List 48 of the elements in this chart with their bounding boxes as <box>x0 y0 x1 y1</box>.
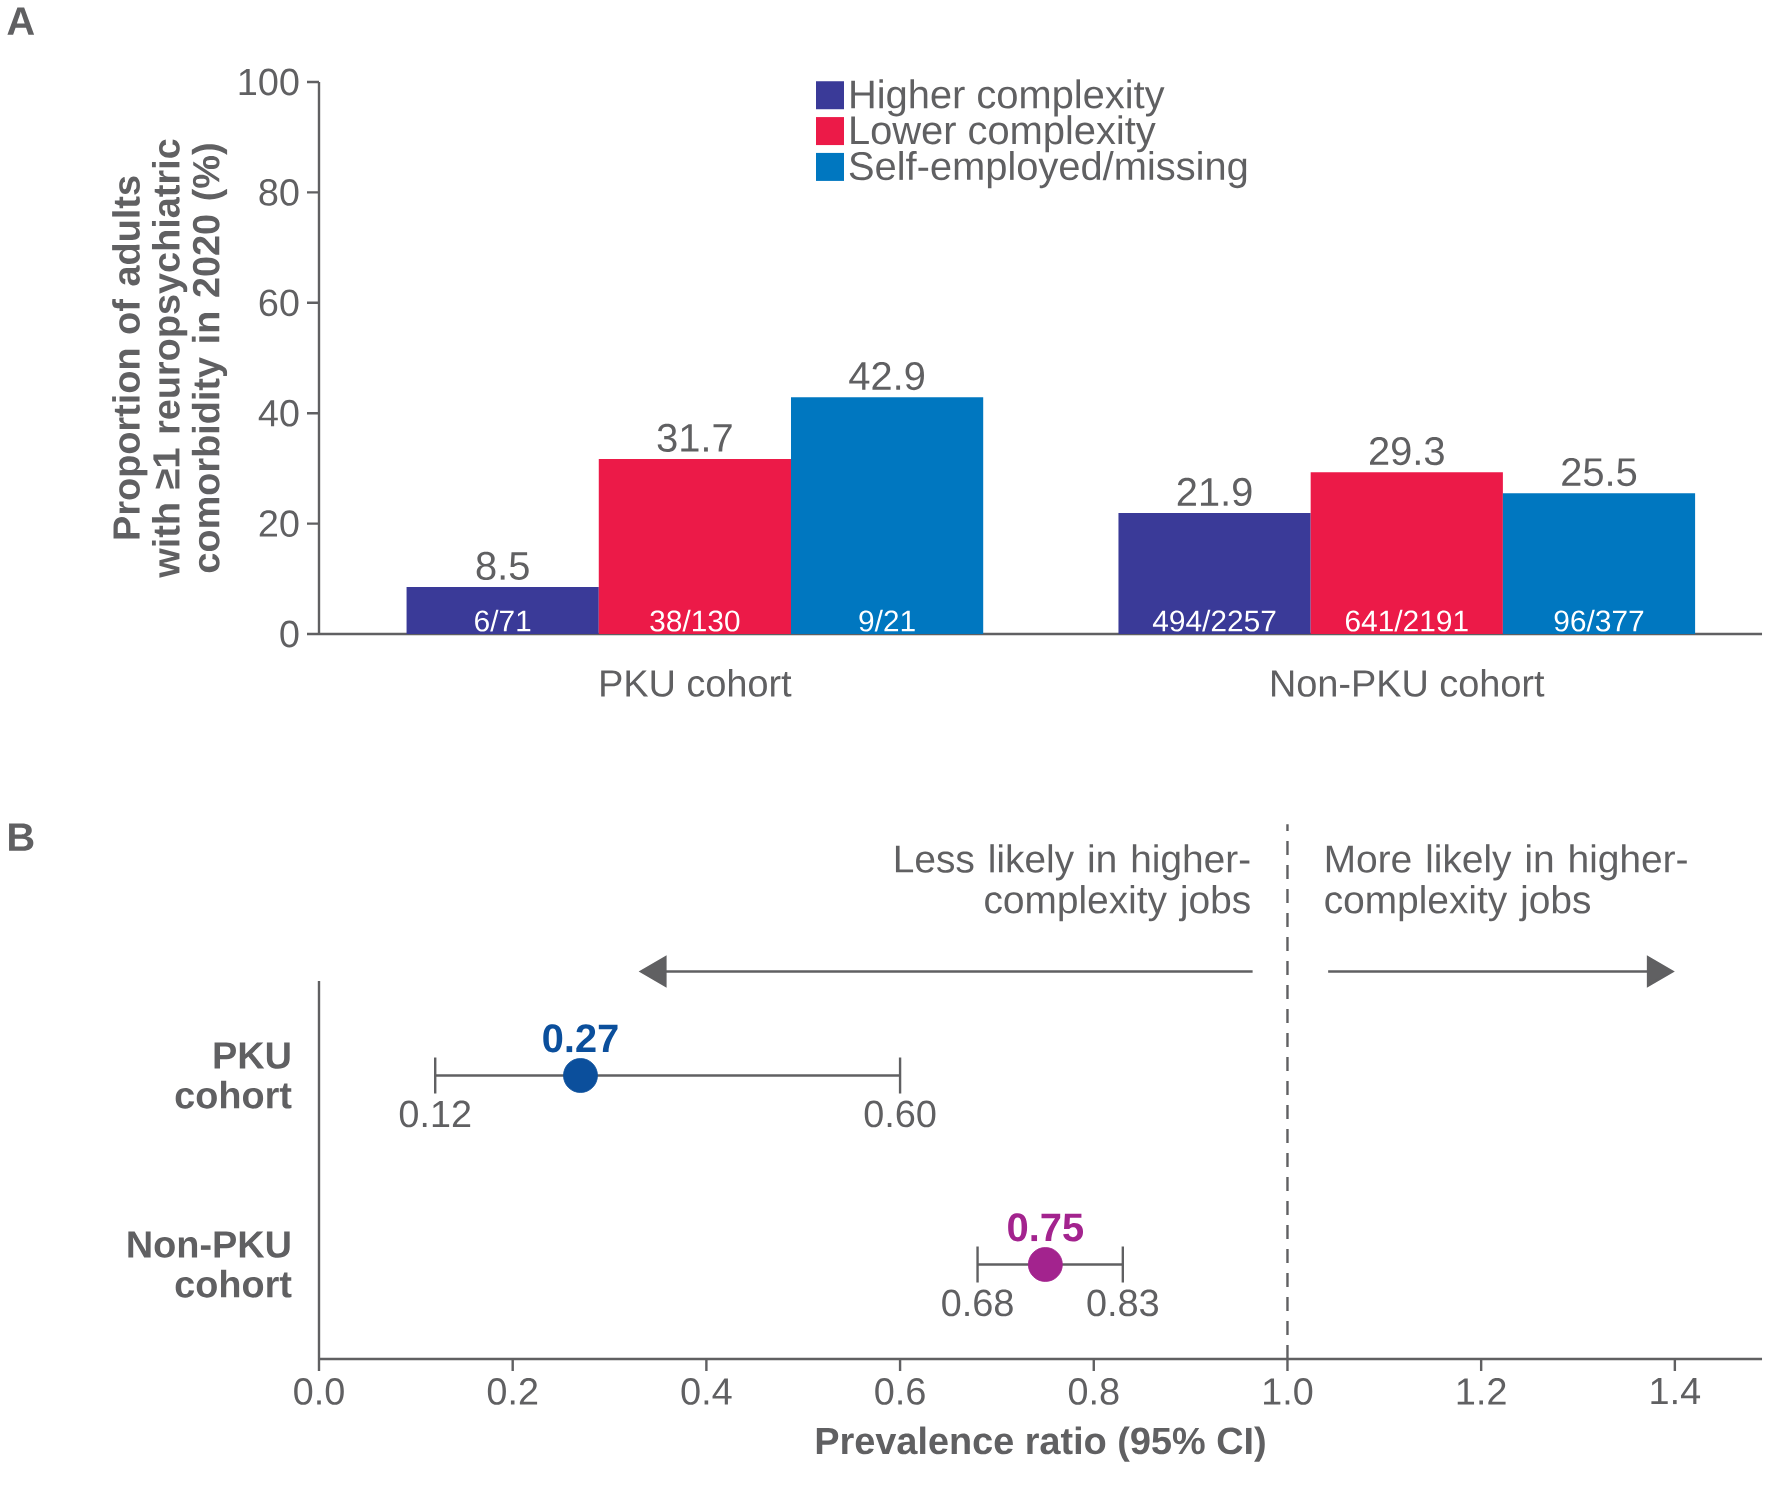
y-tick-label: 80 <box>259 178 299 206</box>
y-tick-label: 20 <box>259 510 299 537</box>
data-label: 25.5 <box>1562 457 1637 487</box>
annotation: 38/130 <box>650 609 740 632</box>
x-tick-label: 0.8 <box>1068 1378 1119 1405</box>
chart-title: B <box>9 823 34 851</box>
bar <box>790 397 984 634</box>
bar <box>1118 513 1311 634</box>
annotation: 9/21 <box>859 609 915 632</box>
data-label: 21.9 <box>1177 477 1252 507</box>
legend-label: Higher complexity <box>851 79 1165 117</box>
bar <box>598 459 791 634</box>
annotation: 6/71 <box>475 609 531 632</box>
x-axis-title: Prevalence ratio (95% CI) <box>816 1426 1265 1462</box>
annotation: 494/2257 <box>1152 609 1276 632</box>
x-tick-label: 1.4 <box>1651 1378 1701 1405</box>
y-tick-label: 100 <box>239 68 299 96</box>
x-tick-label: 0.6 <box>875 1378 925 1405</box>
legend-label: Self-employed/missing <box>849 150 1247 189</box>
annotation: 0.83 <box>1087 1289 1158 1317</box>
annotation: 0.12 <box>399 1100 471 1128</box>
chart-title: A <box>7 7 35 35</box>
y-tick-label: PKU cohort <box>175 1042 292 1109</box>
bar <box>406 587 599 634</box>
annotation: 0.60 <box>864 1100 936 1128</box>
annotation: 641/2191 <box>1345 609 1468 632</box>
x-tick-label: 0.4 <box>681 1378 732 1405</box>
data-label: 8.5 <box>476 551 529 581</box>
data-label: 42.9 <box>849 361 924 391</box>
y-tick-label: 60 <box>259 289 299 317</box>
annotation: More likely in higher-complexity jobs <box>1325 844 1687 922</box>
data-label: 0.75 <box>1008 1213 1084 1242</box>
x-tick-label: 1.0 <box>1264 1378 1313 1405</box>
bar <box>1502 493 1696 634</box>
data-label: 0.27 <box>543 1024 618 1053</box>
annotation: Less likely in higher-complexity jobs <box>895 844 1250 922</box>
annotation: 0.68 <box>942 1289 1013 1317</box>
data-label: 31.7 <box>657 423 732 452</box>
y-tick-label: 40 <box>258 399 299 427</box>
y-tick-label: Non-PKU cohort <box>128 1231 292 1298</box>
x-tick-label: 0.0 <box>294 1378 344 1405</box>
data-label: 29.3 <box>1370 437 1444 466</box>
x-tick-label: 0.2 <box>487 1378 538 1405</box>
y-axis-title: Proportion of adults with ≥1 reuropsychiatric comorbidity in 2020 (%) <box>112 139 228 578</box>
x-tick-label: 1.2 <box>1457 1378 1506 1405</box>
bar <box>1310 472 1503 634</box>
y-tick-label: 0 <box>280 620 299 648</box>
annotation: 96/377 <box>1554 609 1644 632</box>
